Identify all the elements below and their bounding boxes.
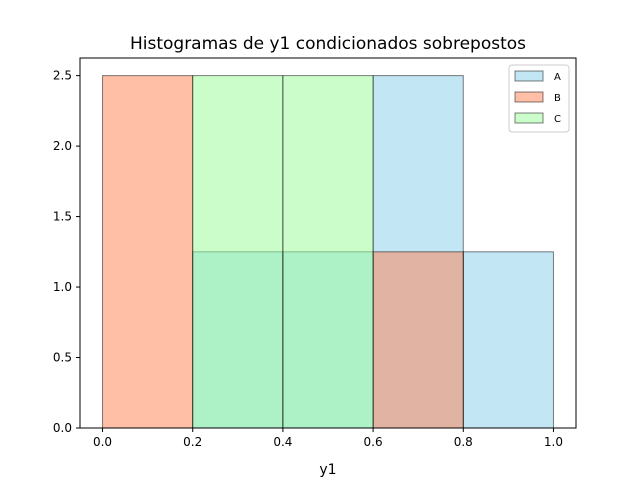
x-axis-label: y1 [319, 462, 336, 478]
y-tick-label: 1.5 [53, 210, 72, 224]
bar-C-0 [192, 75, 284, 429]
bar-A-3 [462, 251, 554, 429]
bar-C-1 [282, 75, 374, 429]
x-tick-label: 1.0 [544, 435, 563, 449]
bar-B-0 [102, 75, 194, 429]
x-tick-label: 0.2 [183, 435, 202, 449]
legend: ABC [508, 64, 570, 133]
x-tick-label: 0.8 [454, 435, 473, 449]
chart-title: Histogramas de y1 condicionados sobrepos… [130, 34, 526, 54]
plot-frame [79, 57, 577, 429]
y-tick-label: 0.0 [53, 421, 72, 435]
x-axis: 0.0 0.2 0.4 0.6 0.8 1.0 [93, 428, 563, 449]
legend-label-B: B [554, 93, 561, 104]
legend-swatch-C [514, 112, 544, 124]
bar-B-1 [372, 251, 464, 429]
y-tick-label: 0.5 [53, 351, 72, 365]
bars-layer [102, 75, 554, 429]
x-tick-label: 0.6 [364, 435, 383, 449]
y-tick-label: 1.0 [53, 280, 72, 294]
y-tick-label: 2.0 [53, 139, 72, 153]
legend-label-C: C [554, 114, 561, 125]
x-tick-label: 0.0 [93, 435, 112, 449]
x-tick-label: 0.4 [273, 435, 292, 449]
legend-swatch-A [514, 70, 544, 82]
y-axis: 0.0 0.5 1.0 1.5 2.0 2.5 [53, 69, 80, 435]
legend-label-A: A [554, 72, 561, 83]
y-tick-label: 2.5 [53, 69, 72, 83]
legend-swatch-B [514, 91, 544, 103]
